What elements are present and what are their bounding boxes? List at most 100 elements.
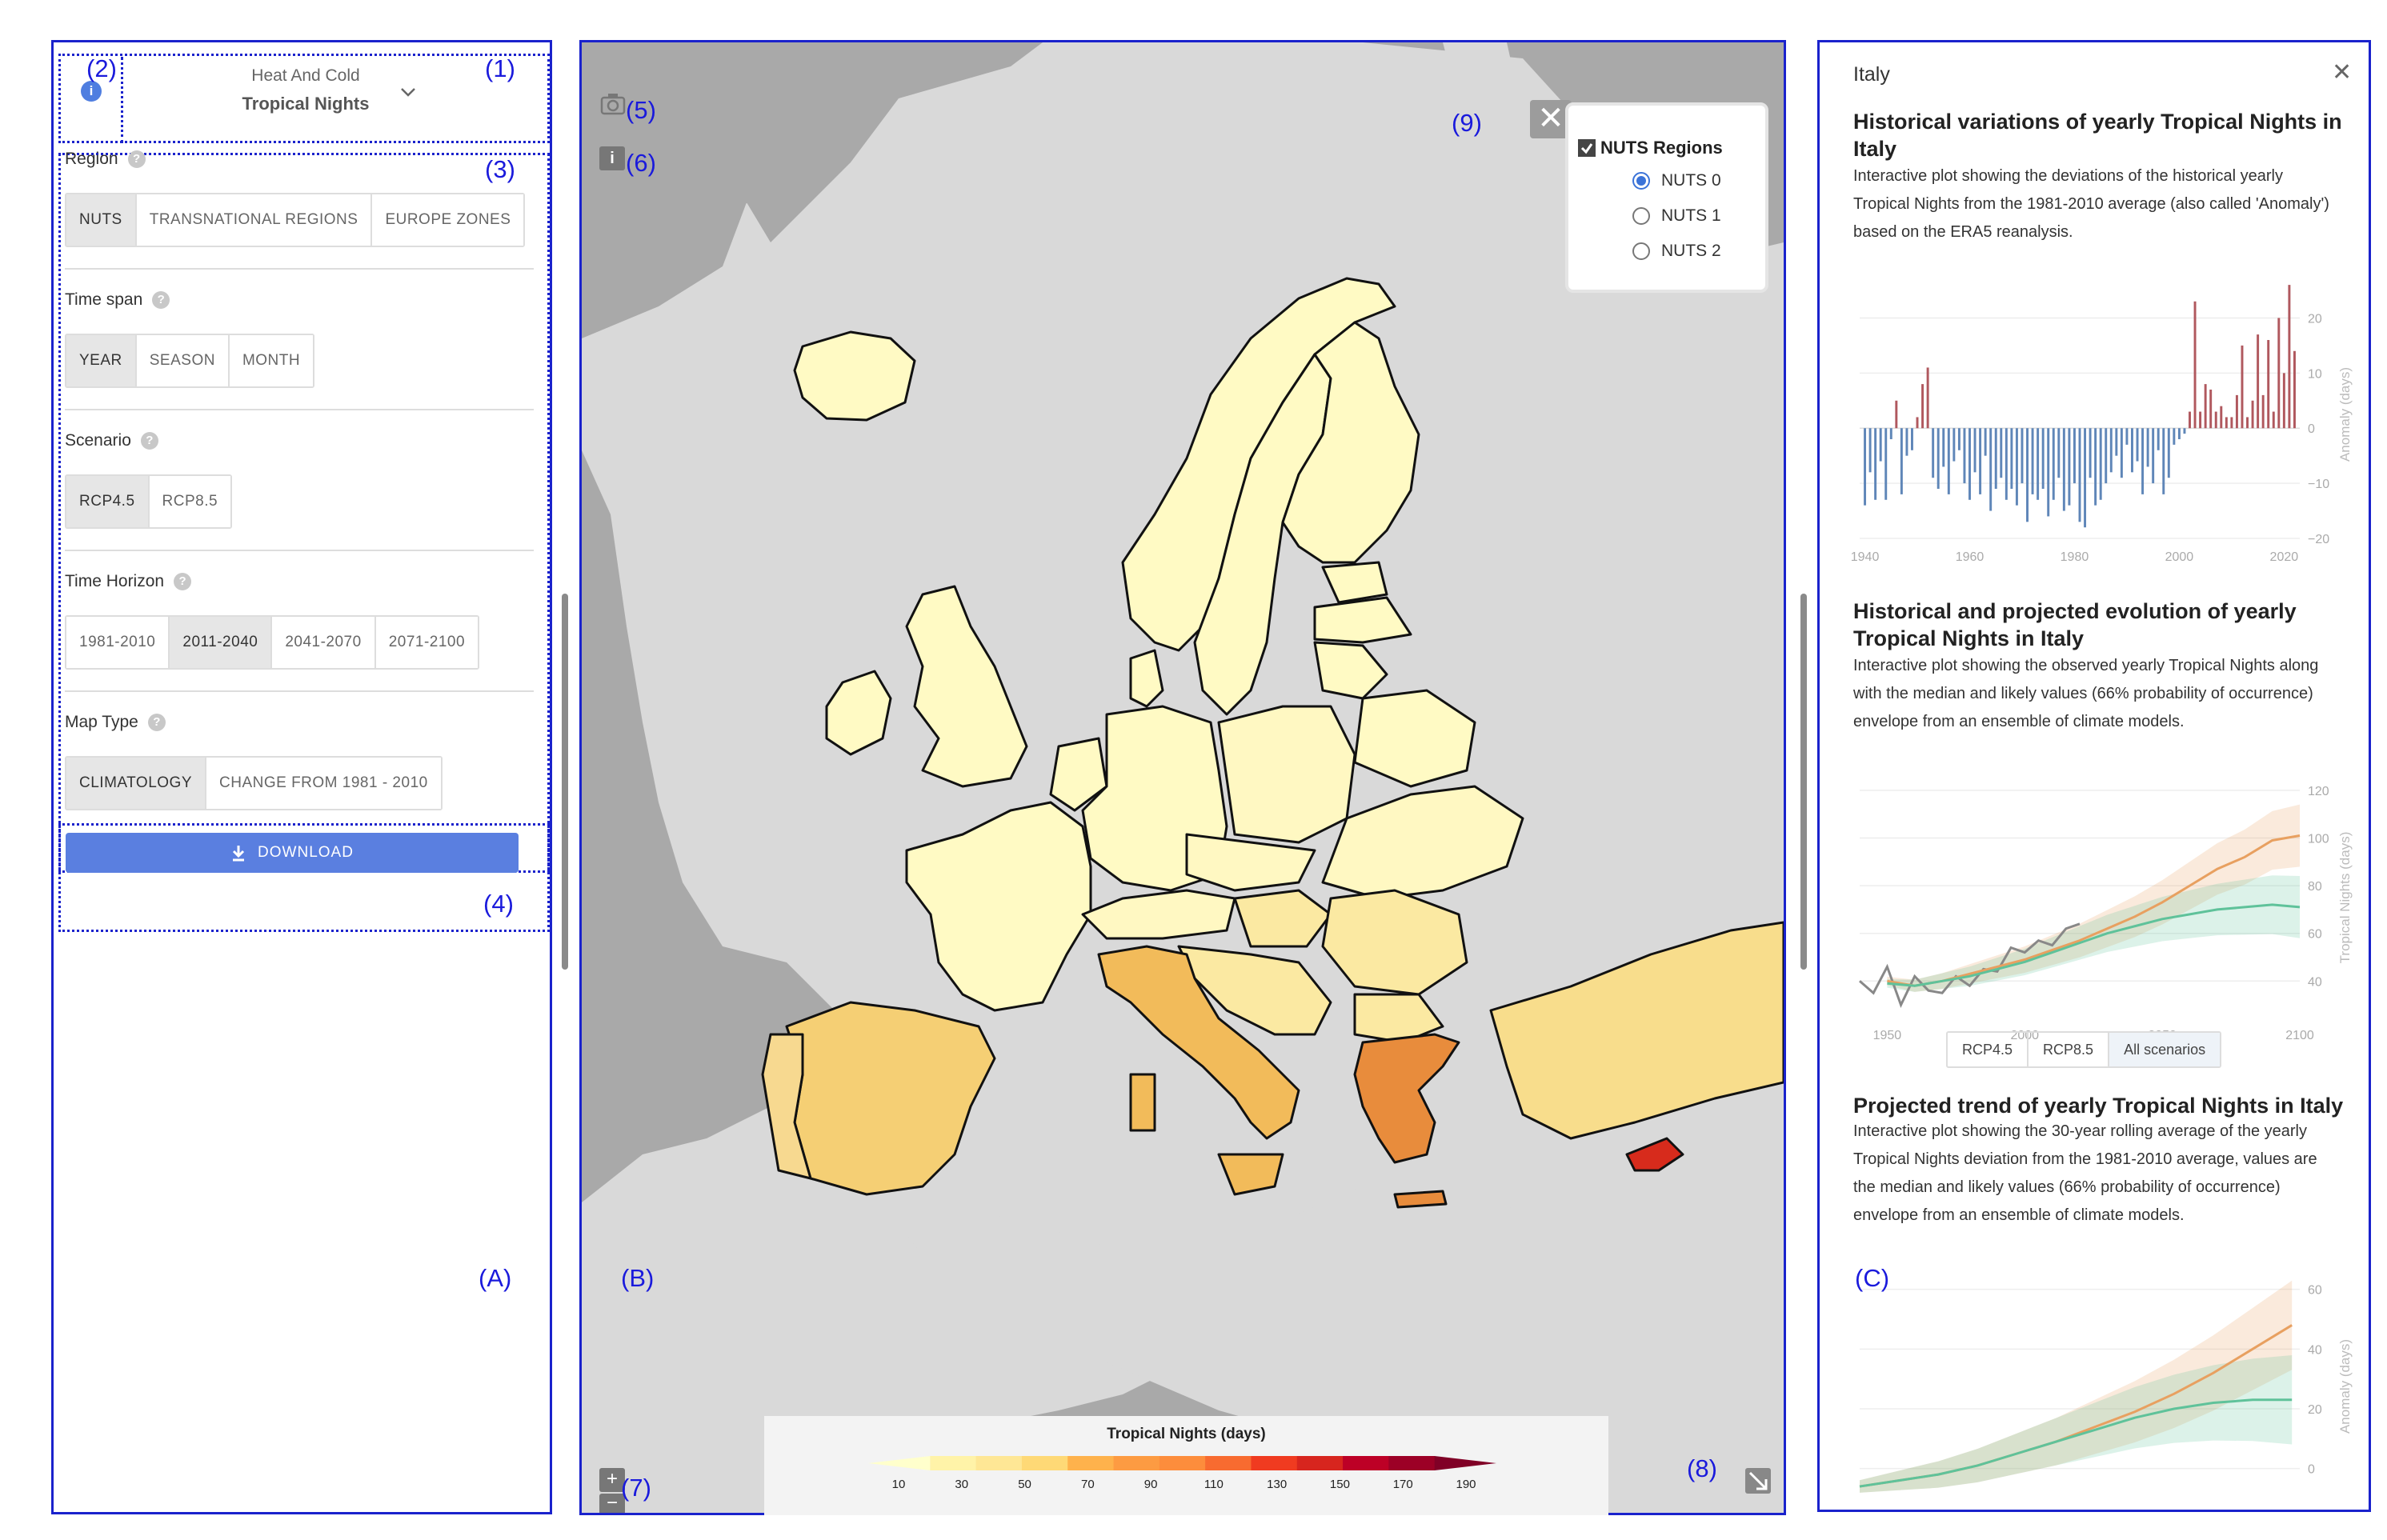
annotation-C: (C) [1855,1264,1890,1292]
map-view[interactable]: i + − [579,40,1786,1515]
checkbox-icon[interactable] [1578,139,1596,157]
anomaly-bar [2251,400,2254,429]
section3-title: Projected trend of yearly Tropical Night… [1853,1094,2344,1118]
anomaly-bar [2162,428,2165,494]
close-layer-button[interactable]: ✕ [1530,100,1572,138]
fullscreen-icon[interactable] [1745,1468,1771,1494]
help-icon[interactable]: ? [127,150,146,169]
region-label: Region? [65,150,146,169]
indicator-label[interactable]: Tropical Nights [242,94,370,114]
anomaly-bar [1932,428,1935,478]
region-sardinia [1129,1073,1156,1132]
time-span-month-button[interactable]: MONTH [229,335,314,386]
y-axis-label: Anomaly (days) [2337,367,2353,462]
horizon-2011-2040-button[interactable]: 2011-2040 [170,617,273,668]
layer-nuts2-radio[interactable]: NUTS 2 [1632,242,1721,261]
layer-nuts0-radio[interactable]: NUTS 0 [1632,171,1721,190]
anomaly-bar [2214,411,2217,429]
anomaly-bar [2010,428,2013,489]
radio-icon [1632,172,1650,190]
anomaly-bar [2157,428,2160,450]
y-tick-label: −20 [2308,533,2329,546]
region-cyprus [1625,1137,1684,1172]
nuts-regions[interactable] [761,277,1784,1209]
section2-desc-2: with the median and likely values (66% p… [1853,685,2313,702]
colorbar-segment [1205,1456,1252,1470]
layer-title: NUTS Regions [1578,138,1723,158]
camera-icon[interactable] [599,90,627,118]
colorbar-segment [1067,1456,1115,1470]
y-axis-label: Tropical Nights (days) [2337,832,2353,964]
help-icon[interactable]: ? [152,291,170,310]
anomaly-bar [1884,428,1888,500]
x-tick-label: 2000 [2165,550,2194,564]
section3-desc-3: the median and likely values (66% probab… [1853,1178,2281,1196]
colorbar-tick-label: 110 [1204,1478,1224,1491]
anomaly-bar [2277,318,2281,429]
map-info-icon[interactable]: i [599,146,625,170]
anomaly-bar [2062,428,2065,511]
help-icon[interactable]: ? [174,573,192,591]
annotation-6: (6) [626,149,656,177]
download-button[interactable]: DOWNLOAD [66,833,519,873]
time-span-year-button[interactable]: YEAR [66,335,137,386]
horizon-1981-2010-button[interactable]: 1981-2010 [66,617,170,668]
chart-all-scenarios-button[interactable]: All scenarios [2109,1033,2221,1066]
map-type-change-button[interactable]: CHANGE FROM 1981 - 2010 [206,758,441,809]
chart-rcp85-button[interactable]: RCP8.5 [2029,1033,2110,1066]
anomaly-bar [2115,428,2118,456]
info-icon[interactable]: i [81,81,102,102]
right-splitter-handle[interactable] [1800,594,1807,970]
time-span-season-button[interactable]: SEASON [136,335,230,386]
region-nuts-button[interactable]: NUTS [66,194,137,246]
colorbar-segment [1113,1456,1160,1470]
colorbar-segment [975,1456,1023,1470]
scenario-rcp45-button[interactable]: RCP4.5 [66,476,150,527]
atlantic [582,42,851,338]
scenario-toggle: RCP4.5 RCP8.5 [65,474,233,529]
anomaly-bar [1868,428,1872,473]
time-span-label: Time span? [65,290,170,310]
anomaly-bar [2000,428,2003,478]
horizon-2041-2070-button[interactable]: 2041-2070 [272,617,376,668]
section3-desc-1: Interactive plot showing the 30-year rol… [1853,1122,2307,1140]
anomaly-bar-chart[interactable]: 20 10 0 −10 −20 Anomaly (days) 1940 1960 1980 200… [1836,274,2364,578]
anomaly-bar [2282,373,2285,429]
time-span-toggle: YEAR SEASON MONTH [65,334,315,388]
left-splitter-handle[interactable] [562,594,568,970]
horizon-2071-2100-button[interactable]: 2071-2100 [375,617,479,668]
region-denmark [1129,649,1164,708]
anomaly-bar [2052,428,2055,500]
help-icon[interactable]: ? [147,714,166,732]
europe-map[interactable] [582,42,1784,1513]
region-transnational-button[interactable]: TRANSNATIONAL REGIONS [136,194,373,246]
anomaly-bar [2177,428,2181,439]
anomaly-bar [2037,428,2040,500]
y-tick-label: 0 [2308,422,2315,436]
layer-nuts1-radio[interactable]: NUTS 1 [1632,206,1721,226]
indicator-divider [121,57,123,143]
chevron-down-icon[interactable] [399,86,417,98]
trend-line-chart[interactable]: 60 40 20 0 Anomaly (days) 2000 2050 [1836,1258,2364,1512]
anomaly-bar [1957,428,1960,450]
colorbar-tick-label: 30 [955,1478,968,1491]
region-europe-zones-button[interactable]: EUROPE ZONES [372,194,524,246]
region-latvia [1313,596,1412,644]
map-type-climatology-button[interactable]: CLIMATOLOGY [66,758,206,809]
chart-rcp45-button[interactable]: RCP4.5 [1948,1033,2029,1066]
divider [65,268,534,270]
likely-range-band [1860,1280,2293,1493]
anomaly-bar [1900,428,1903,494]
zoom-out-button[interactable]: − [599,1494,625,1513]
anomaly-bar [1973,428,1976,473]
help-icon[interactable]: ? [140,432,158,450]
anomaly-bar [2068,428,2071,506]
y-tick-label: 80 [2308,880,2322,894]
scenario-rcp85-button[interactable]: RCP8.5 [149,476,231,527]
annotation-8: (8) [1687,1454,1717,1482]
zoom-in-button[interactable]: + [599,1468,625,1492]
details-panel: Italy ✕ Historical variations of yearly … [1817,40,2371,1512]
region-netherlands-belgium [1049,737,1108,812]
close-panel-icon[interactable]: ✕ [2332,59,2353,86]
